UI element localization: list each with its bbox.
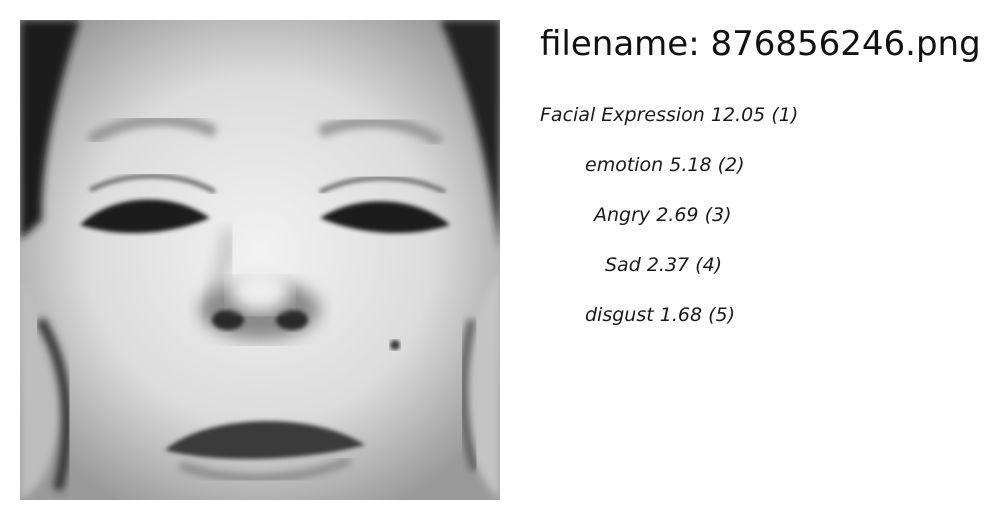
- label-name: emotion: [585, 154, 664, 176]
- label-score: 12.05: [710, 104, 766, 126]
- label-rank: (3): [704, 204, 732, 226]
- filename-heading: filename: 876856246.png: [540, 24, 981, 64]
- label-rank: (2): [717, 154, 745, 176]
- label-item: Angry 2.69 (3): [594, 204, 731, 226]
- label-score: 1.68: [659, 304, 703, 326]
- label-name: Sad: [605, 254, 641, 276]
- face-photo: [20, 20, 500, 500]
- label-score: 2.69: [656, 204, 699, 226]
- label-score: 5.18: [669, 154, 712, 176]
- label-score: 2.37: [646, 254, 690, 276]
- label-name: Facial Expression: [540, 104, 705, 126]
- label-name: Angry: [594, 204, 651, 226]
- label-name: disgust: [585, 304, 654, 326]
- label-item: disgust 1.68 (5): [585, 304, 735, 326]
- label-rank: (1): [771, 104, 799, 126]
- label-item: emotion 5.18 (2): [585, 154, 745, 176]
- label-item: Sad 2.37 (4): [605, 254, 722, 276]
- label-rank: (5): [708, 304, 736, 326]
- label-item: Facial Expression 12.05 (1): [540, 104, 798, 126]
- label-rank: (4): [695, 254, 723, 276]
